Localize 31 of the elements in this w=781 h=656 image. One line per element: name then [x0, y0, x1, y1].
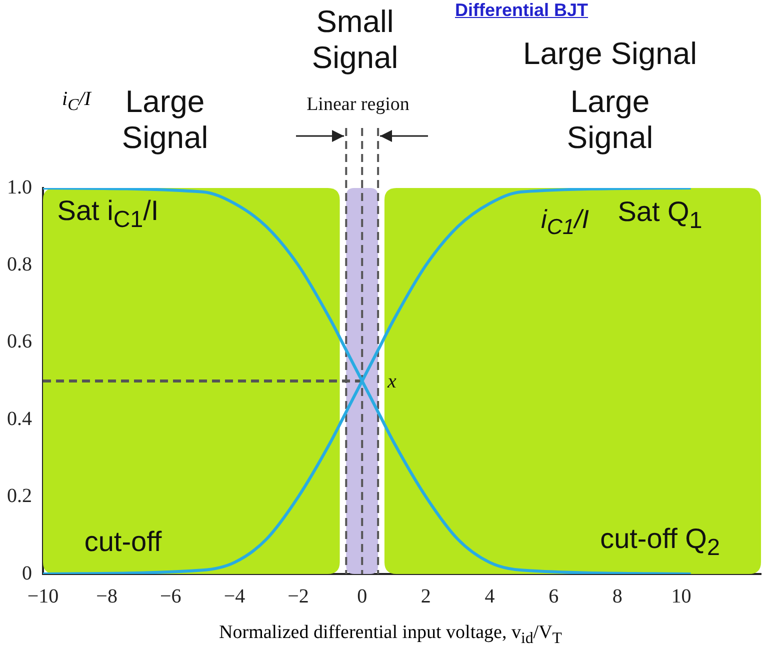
x-tick-label: −8: [96, 585, 118, 608]
text: Large Signal: [566, 84, 654, 156]
y-tick-label: 0.2: [7, 485, 32, 508]
x-tick-label: −4: [224, 585, 246, 608]
y-tick-label: 1.0: [7, 176, 32, 198]
annotation: Sat Q$_{1}$: [618, 196, 702, 234]
x-tick-label: 4: [484, 585, 495, 608]
y-tick-label: 0: [22, 562, 32, 584]
annotation: cut-off: [84, 526, 162, 558]
x-tick-label: 8: [612, 585, 622, 608]
y-axis-title: i$_{C}$/I: [62, 88, 91, 115]
x-tick-label: −10: [27, 585, 59, 608]
chart-title: Differential BJT: [455, 0, 588, 21]
text: Large Signal: [120, 84, 210, 156]
annotation: Sat i$_{C1}$/I: [57, 195, 159, 233]
x-axis-title: Normalized differential input voltage, v$_{id}$/V$_{T}$: [218, 622, 563, 648]
x-tick-label: 10: [671, 585, 692, 608]
annotation: x: [388, 370, 396, 394]
annotation: i$_{C1}$/I: [541, 204, 589, 240]
x-tick-label: 6: [548, 585, 559, 608]
text: Small Signal: [310, 4, 400, 76]
x-tick-label: 2: [420, 585, 431, 608]
text: Linear region: [306, 94, 410, 116]
text: Large Signal: [522, 36, 698, 72]
x-tick-label: −2: [288, 585, 309, 608]
annotation: cut-off Q$_{2}$: [600, 523, 720, 561]
y-tick-label: 0.6: [7, 330, 32, 353]
x-tick-label: −6: [160, 585, 182, 608]
x-tick-label: 0: [357, 585, 368, 608]
y-tick-label: 0.8: [7, 253, 32, 276]
y-tick-label: 0.4: [7, 408, 32, 430]
